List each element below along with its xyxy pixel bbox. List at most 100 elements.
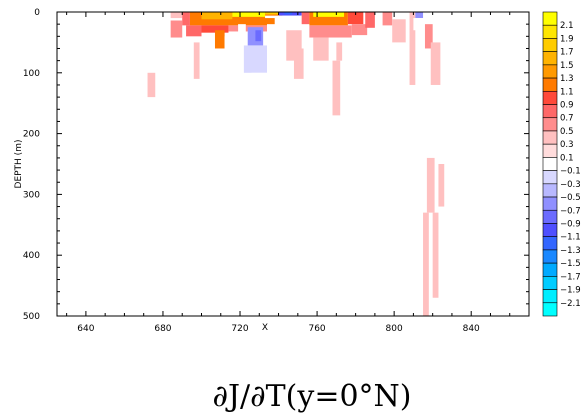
colorbar-swatch: [542, 262, 558, 277]
colorbar-label: −1.7: [560, 272, 581, 282]
colorbar-swatch: [542, 117, 558, 132]
heatmap-cell: [201, 12, 233, 20]
heatmap-cell: [336, 42, 343, 61]
heatmap-cell: [147, 72, 156, 98]
heatmap-cell: [293, 48, 304, 79]
heatmap-cell: [409, 12, 416, 85]
colorbar-swatch: [542, 196, 558, 211]
heatmap-cell: [251, 72, 264, 110]
heatmap-cell: [201, 25, 229, 33]
heatmap-cell: [313, 12, 345, 17]
heatmap-cell: [313, 37, 329, 61]
y-tick-label: 200: [23, 130, 40, 140]
x-tick-label: 720: [231, 324, 248, 334]
colorbar-label: −1.3: [560, 246, 581, 256]
heatmap-cell: [284, 12, 293, 15]
colorbar-label: 0.5: [560, 127, 574, 137]
heatmap-cell: [186, 25, 202, 37]
colorbar-label: 0.7: [560, 114, 574, 124]
heatmap-cell: [232, 12, 266, 17]
heatmap-cell: [266, 24, 279, 40]
colorbar-label: −0.7: [560, 206, 581, 216]
colorbar-swatch: [542, 38, 558, 52]
heatmap-cell: [438, 164, 445, 207]
colorbar-label: −1.9: [560, 286, 581, 296]
colorbar-label: 2.1: [560, 21, 574, 31]
colorbar-swatch: [542, 157, 558, 171]
colorbar-swatch: [542, 130, 558, 145]
colorbar-swatch: [542, 249, 558, 264]
heatmap-cell: [214, 30, 225, 49]
heatmap-cell: [424, 24, 433, 49]
heatmap-cell: [170, 12, 183, 19]
heatmap-cell: [58, 12, 65, 21]
chart-title: ∂J/∂T(y=0°N): [213, 379, 412, 414]
heatmap-cell: [351, 24, 368, 36]
heatmap-cell: [415, 12, 424, 19]
heatmap-cell: [419, 36, 424, 73]
heatmap-cell: [263, 72, 267, 134]
heatmap-cell: [128, 12, 136, 20]
x-axis-label: X: [262, 323, 268, 333]
colorbar-swatch: [542, 91, 558, 105]
colorbar-label: −0.3: [560, 180, 581, 190]
colorbar-swatch: [542, 302, 558, 317]
colorbar-label: 1.7: [560, 48, 574, 58]
colorbar-swatch: [542, 183, 558, 198]
heatmap-cell: [301, 12, 310, 25]
colorbar-swatch: [542, 236, 558, 251]
heatmap-cell: [382, 12, 393, 26]
y-tick-label: 500: [23, 312, 40, 322]
x-tick-label: 640: [77, 324, 94, 334]
colorbar-label: 1.5: [560, 61, 574, 71]
heatmap-cell: [413, 18, 427, 31]
heatmap-cells: [58, 12, 445, 316]
heatmap-cell: [265, 15, 310, 19]
heatmap-cell: [265, 12, 279, 15]
heatmap-cell: [392, 19, 406, 43]
colorbar-label: −1.1: [560, 233, 581, 243]
heatmap-cell: [243, 109, 248, 225]
heatmap-cell: [332, 60, 341, 116]
heatmap-cell: [274, 16, 287, 43]
heatmap-cell: [145, 12, 167, 22]
colorbar-label: 0.3: [560, 140, 574, 150]
colorbar-label: −2.1: [560, 299, 581, 309]
colorbar-swatch: [542, 104, 558, 119]
colorbar-label: 1.9: [560, 34, 574, 44]
y-axis: 0 100 200 300 400 500: [23, 8, 529, 322]
heatmap-cell: [238, 60, 244, 110]
colorbar-swatch: [542, 24, 558, 39]
heatmap-cell: [309, 25, 352, 38]
colorbar-swatch: [542, 51, 558, 66]
heatmap-cell: [224, 36, 237, 73]
heatmap-cell: [193, 42, 200, 79]
heatmap-cell: [430, 42, 441, 85]
heatmap-cell: [182, 12, 190, 26]
colorbar-label: −0.1: [560, 167, 581, 177]
x-tick-label: 800: [386, 324, 403, 334]
x-tick-label: 840: [463, 324, 480, 334]
heatmap-cell: [255, 30, 262, 42]
colorbar-swatch: [542, 77, 558, 92]
y-tick-label: 0: [34, 8, 40, 18]
heatmap-cell: [432, 212, 439, 298]
colorbar-swatch: [542, 143, 558, 158]
colorbar-swatch: [542, 170, 558, 185]
colorbar-swatch: [542, 11, 558, 26]
heatmap-cell: [423, 212, 429, 316]
y-axis-label: DEPTH (m): [14, 140, 24, 189]
colorbar-swatch: [542, 209, 558, 224]
colorbar-label: −0.5: [560, 193, 581, 203]
colorbar-swatch: [542, 289, 558, 304]
heatmap-cell: [347, 12, 364, 25]
heatmap-cell: [268, 60, 275, 92]
heatmap-cell: [238, 24, 246, 61]
y-tick-label: 100: [23, 69, 40, 79]
y-tick-label: 300: [23, 190, 40, 200]
colorbar-swatch: [542, 64, 558, 79]
x-tick-label: 680: [154, 324, 171, 334]
heatmap-cell: [224, 72, 231, 171]
colorbar-label: 1.1: [560, 87, 574, 97]
heatmap-cell: [426, 157, 435, 213]
